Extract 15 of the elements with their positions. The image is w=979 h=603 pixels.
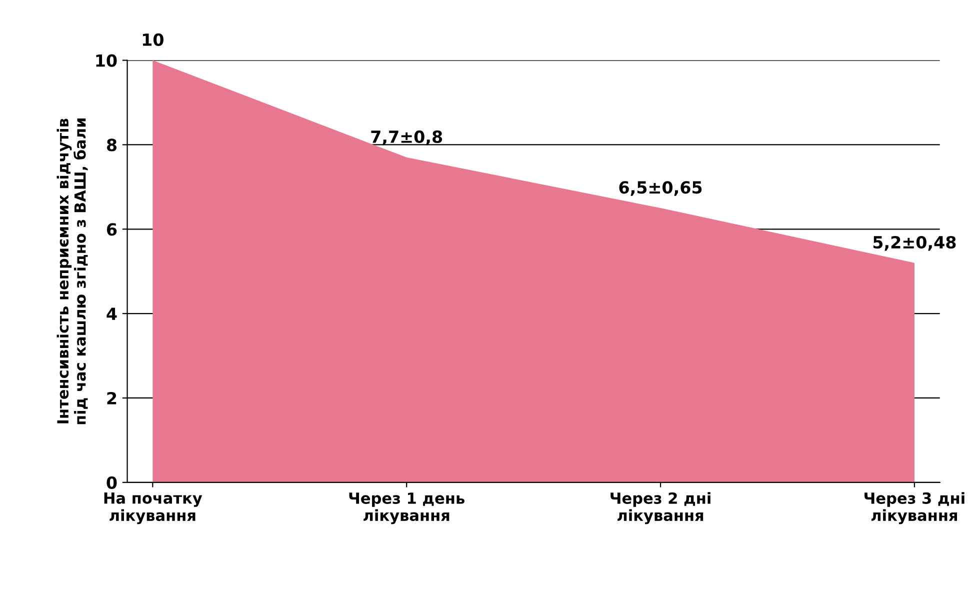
y-axis-title: Інтенсивність неприємних відчутів під час кашлю згідно з ВАШ, бали — [56, 118, 88, 424]
text: 7,7±0,8 — [371, 130, 442, 146]
x-tick-label: Через 3 дні лікування — [864, 492, 964, 524]
y-tick-label: 6 — [106, 223, 117, 236]
x-tick-label: Через 2 дні лікування — [610, 492, 710, 524]
x-tick-label: Через 1 день лікування — [349, 492, 464, 524]
x-tick-label: На початку лікування — [104, 492, 202, 524]
y-tick-label: 8 — [106, 138, 117, 152]
text: 10 — [142, 33, 164, 46]
y-tick-label: 10 — [96, 54, 117, 67]
y-tick-label: 0 — [106, 476, 117, 489]
y-tick-label: 4 — [106, 308, 117, 320]
text: 5,2±0,48 — [873, 236, 956, 251]
text: 6,5±0,65 — [619, 181, 702, 196]
y-tick-label: 2 — [107, 392, 116, 404]
